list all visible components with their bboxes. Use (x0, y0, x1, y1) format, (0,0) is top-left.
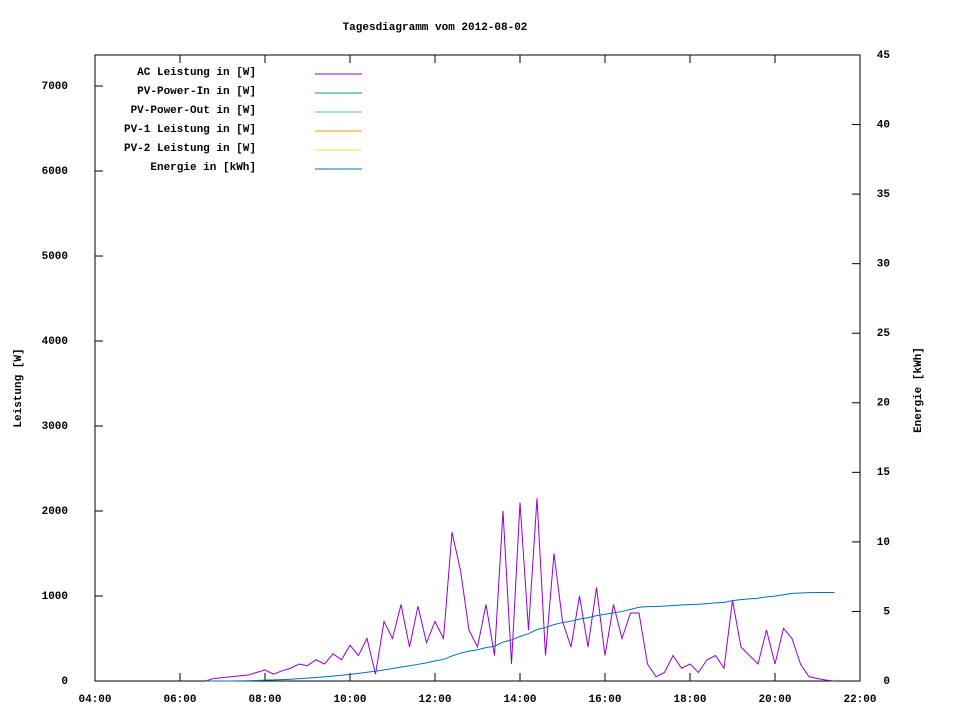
y2-tick-label: 35 (877, 189, 891, 201)
y-tick-label: 0 (61, 676, 68, 688)
legend-label: AC Leistung in [W] (137, 67, 256, 79)
y2-tick-label: 20 (877, 398, 890, 410)
y2-tick-label: 45 (877, 50, 891, 62)
y-tick-label: 7000 (42, 81, 68, 93)
legend-label: PV-2 Leistung in [W] (124, 143, 256, 155)
legend-label: PV-Power-In in [W] (137, 86, 256, 98)
x-tick-label: 06:00 (163, 694, 196, 706)
x-tick-label: 18:00 (673, 694, 706, 706)
series-line (205, 592, 835, 682)
x-tick-label: 12:00 (418, 694, 451, 706)
chart-title: Tagesdiagramm vom 2012-08-02 (343, 22, 528, 34)
y2-tick-label: 15 (877, 467, 891, 479)
legend-label: Energie in [kWh] (150, 162, 256, 174)
y-tick-label: 1000 (42, 591, 68, 603)
y-tick-label: 4000 (42, 336, 68, 348)
y-tick-label: 5000 (42, 251, 68, 263)
y2-tick-label: 5 (883, 606, 890, 618)
y-tick-label: 2000 (42, 506, 68, 518)
x-tick-label: 20:00 (758, 694, 791, 706)
x-tick-label: 22:00 (843, 694, 876, 706)
x-tick-label: 04:00 (78, 694, 111, 706)
x-tick-label: 10:00 (333, 694, 366, 706)
y2-tick-label: 0 (883, 676, 890, 688)
x-tick-label: 14:00 (503, 694, 536, 706)
y2-tick-label: 40 (877, 119, 890, 131)
x-tick-label: 08:00 (248, 694, 281, 706)
y2-axis-label: Energie [kWh] (913, 347, 925, 433)
y-tick-label: 6000 (42, 166, 68, 178)
plot-frame (94, 54, 861, 682)
series-line (205, 498, 835, 682)
x-tick-label: 16:00 (588, 694, 621, 706)
legend-label: PV-1 Leistung in [W] (124, 124, 256, 136)
y2-tick-label: 25 (877, 328, 891, 340)
y2-tick-label: 30 (877, 259, 890, 271)
y-tick-label: 3000 (42, 421, 68, 433)
legend-label: PV-Power-Out in [W] (131, 105, 256, 117)
y2-tick-label: 10 (877, 537, 890, 549)
y-axis-label: Leistung [W] (13, 348, 25, 427)
